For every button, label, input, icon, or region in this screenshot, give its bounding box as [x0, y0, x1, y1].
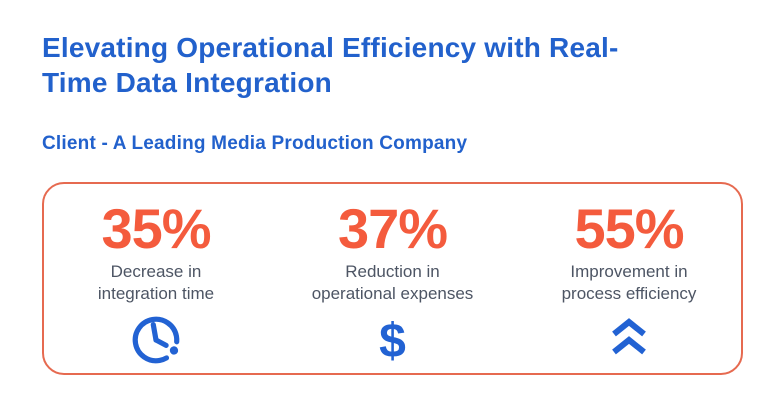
stat-label-line: integration time [97, 284, 215, 303]
stat-label: Improvement in process efficiency [562, 261, 697, 305]
clock-icon [129, 313, 183, 367]
stat-label: Decrease in integration time [98, 261, 214, 305]
page-title-line-2: Time Data Integration [42, 67, 332, 98]
stat-label-line: operational expenses [311, 284, 474, 303]
stat-value: 55% [574, 197, 684, 260]
stat-process-efficiency: 55% Improvement in process efficiency [529, 197, 729, 361]
dollar-icon: $ [379, 315, 406, 368]
stat-operational-expenses: 37% Reduction in operational expenses $ [293, 197, 493, 369]
page-title-line-1: Elevating Operational Efficiency with Re… [42, 32, 619, 63]
stat-label-line: process efficiency [561, 284, 697, 303]
stat-label-line: Improvement in [570, 262, 688, 281]
stat-label-line: Reduction in [345, 262, 440, 281]
stat-value: 37% [337, 197, 448, 260]
stat-label: Reduction in operational expenses [312, 261, 474, 305]
stat-value: 35% [101, 197, 211, 260]
page-title: Elevating Operational Efficiency with Re… [42, 30, 743, 100]
client-subtitle: Client - A Leading Media Production Comp… [42, 133, 468, 154]
stat-label-line: Decrease in [110, 262, 202, 281]
chevrons-up-icon [606, 313, 652, 361]
stats-panel: 35% Decrease in integration time 37% [42, 182, 743, 375]
stat-integration-time: 35% Decrease in integration time [56, 197, 256, 364]
